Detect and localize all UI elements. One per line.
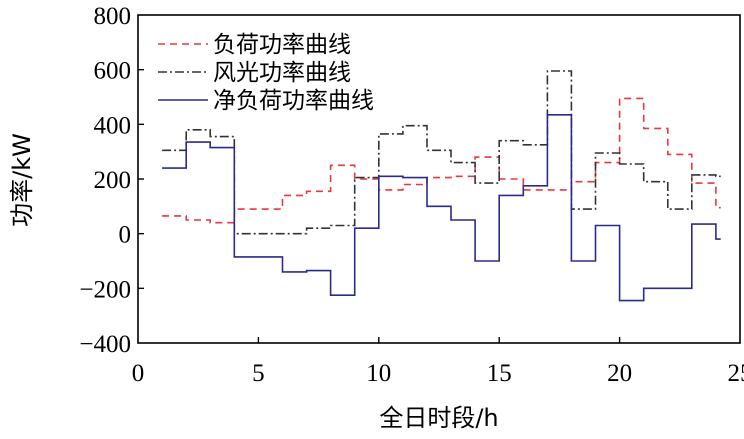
y-axis-title: 功率/kW (8, 133, 36, 227)
y-tick-label: −400 (79, 331, 131, 358)
x-axis-title: 全日时段/h (379, 404, 498, 432)
series-line-2 (162, 70, 721, 235)
y-tick-label: 800 (94, 3, 132, 30)
legend-label-1: 负荷功率曲线 (213, 32, 351, 58)
x-tick-label: 20 (607, 360, 632, 387)
x-tick-label: 5 (252, 360, 265, 387)
x-tick-label: 0 (132, 360, 145, 387)
y-tick-label: 0 (119, 222, 132, 249)
x-tick-label: 10 (366, 360, 391, 387)
legend-label-2: 风光功率曲线 (213, 60, 351, 86)
y-tick-label: −200 (79, 276, 131, 303)
x-tick-label: 25 (728, 360, 744, 387)
series-layer (162, 70, 721, 302)
y-tick-label: 200 (94, 167, 132, 194)
legend-label-3: 净负荷功率曲线 (213, 88, 374, 114)
y-tick-label: 600 (94, 58, 132, 85)
series-line-3 (162, 114, 721, 302)
ticks-layer: 0 5 10 15 20 25 −400 −200 0 200 400 600 800 (79, 3, 744, 387)
series-line-1 (162, 97, 721, 224)
y-tick-label: 400 (94, 112, 132, 139)
x-tick-label: 15 (487, 360, 512, 387)
